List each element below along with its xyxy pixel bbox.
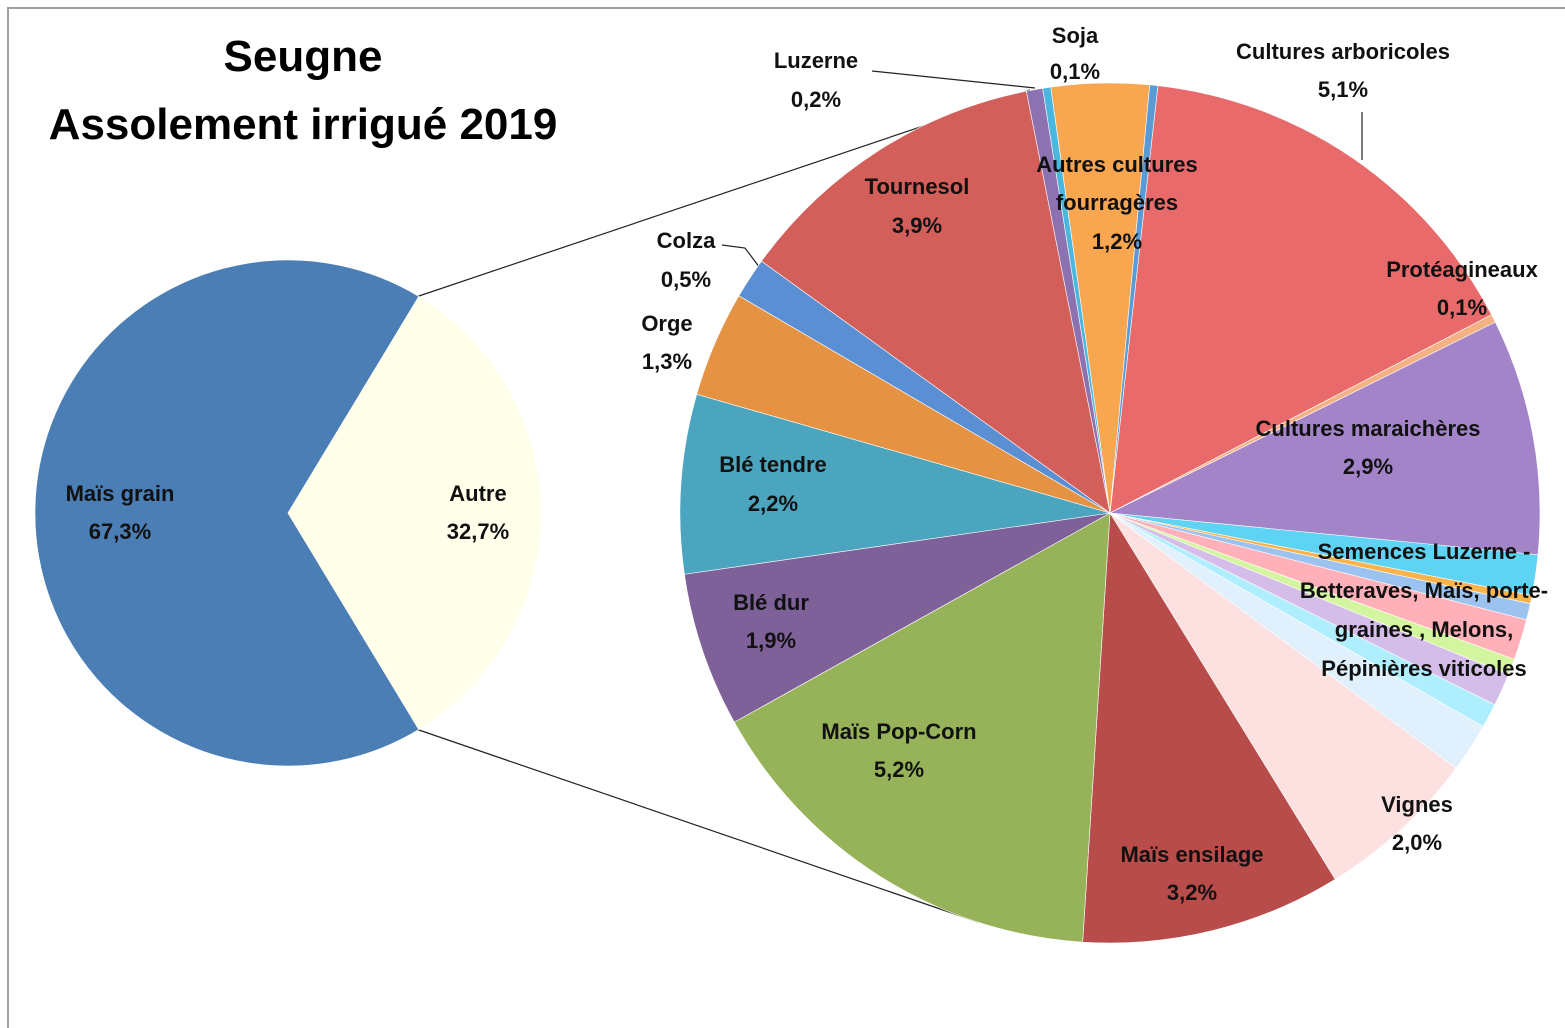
slice-label: Blé tendre — [719, 452, 827, 477]
slice-label: Blé dur — [733, 590, 809, 615]
slice-label: Autres cultures fourragères — [1036, 152, 1198, 215]
value-label: 0,1% — [1436, 295, 1488, 320]
slice-label: Maïs Pop-Corn — [821, 719, 977, 744]
slice-label: Orge — [641, 311, 693, 336]
pie-slice — [1082, 512, 1336, 944]
chart-title: Seugne — [223, 32, 383, 81]
slice-label: Cultures arboricoles — [1236, 39, 1450, 64]
group-label: Semences Luzerne - Betteraves, Maïs, por… — [1299, 539, 1549, 681]
pie-slice — [287, 296, 542, 730]
pie-slice — [679, 393, 1111, 575]
pie-slice — [761, 90, 1111, 514]
slice-label: Autre — [449, 481, 507, 506]
slice-label: Vignes — [1381, 792, 1453, 817]
value-label: 1,9% — [745, 628, 797, 653]
leader-line — [871, 70, 1036, 89]
leader-line — [721, 244, 761, 269]
value-label: 1,3% — [641, 349, 693, 374]
pie-slice — [733, 512, 1111, 943]
pie-slice — [684, 512, 1111, 723]
pie-slice — [1109, 84, 1159, 514]
slice-label: Protéagineaux — [1386, 257, 1538, 282]
connector — [415, 728, 979, 923]
value-label: 0,1% — [1049, 59, 1101, 84]
pie-slice — [1108, 321, 1541, 556]
pie-slice — [1109, 512, 1457, 880]
value-label: 2,0% — [1391, 830, 1443, 855]
value-label: 2,9% — [1342, 454, 1394, 479]
value-label: 3,9% — [891, 213, 943, 238]
value-label: 5,2% — [873, 757, 925, 782]
value-label: 0,2% — [790, 87, 842, 112]
slice-label: Cultures maraichères — [1255, 416, 1481, 441]
value-label: 67,3% — [88, 519, 152, 544]
value-label: 2,2% — [747, 491, 799, 516]
value-label: 32,7% — [446, 519, 510, 544]
value-label: 1,2% — [1091, 229, 1143, 254]
slice-label: Maïs ensilage — [1120, 842, 1264, 867]
frame — [7, 7, 1565, 1028]
slice-label: Colza — [656, 228, 716, 253]
chart-subtitle: Assolement irrigué 2019 — [48, 100, 558, 149]
slice-label: Soja — [1051, 23, 1099, 48]
slice-label: Tournesol — [864, 174, 970, 199]
slice-label: Luzerne — [773, 48, 859, 73]
pie-slice — [34, 259, 420, 767]
value-label: 5,1% — [1317, 77, 1369, 102]
pie-slice — [1109, 85, 1492, 514]
slice-label: Maïs grain — [65, 481, 175, 506]
value-label: 3,2% — [1166, 880, 1218, 905]
value-label: 0,5% — [660, 267, 712, 292]
